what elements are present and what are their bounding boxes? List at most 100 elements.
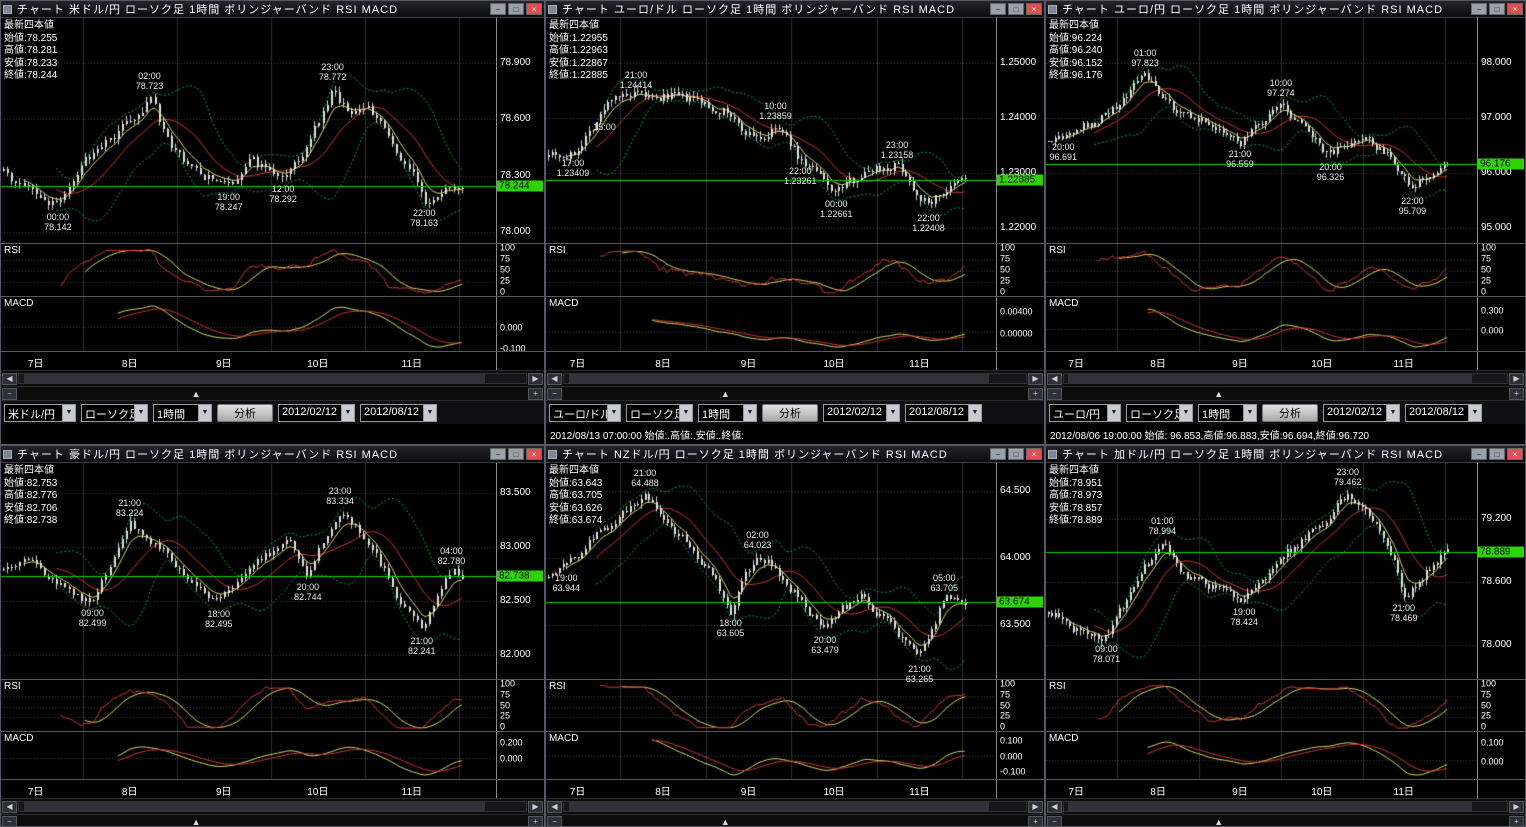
scrollbar-thumb[interactable] (1068, 802, 1472, 811)
zoom-in-button[interactable]: + (528, 387, 543, 400)
timeframe-select[interactable]: 1時間 ▼ (1198, 403, 1257, 422)
date-to-select[interactable]: 2012/08/12 ▼ (360, 403, 437, 422)
zoom-track[interactable]: ▲ (1063, 816, 1508, 827)
scrollbar-track[interactable] (1063, 373, 1508, 384)
zoom-out-button[interactable]: − (547, 387, 562, 400)
macd-canvas[interactable] (1046, 297, 1477, 351)
rsi-canvas[interactable] (1046, 680, 1477, 731)
scroll-right-button[interactable]: ▶ (1509, 800, 1524, 813)
maximize-button[interactable]: □ (508, 448, 524, 460)
analyze-button[interactable]: 分析 (217, 403, 273, 422)
zoom-track[interactable]: ▲ (563, 816, 1027, 827)
date-from-select[interactable]: 2012/02/12 ▼ (1323, 403, 1400, 422)
price-chart-canvas[interactable] (546, 18, 996, 243)
maximize-button[interactable]: □ (508, 3, 524, 15)
window-titlebar[interactable]: チャート 加ドル/円 ローソク足 1時間 ボリンジャーバンド RSI MACD … (1046, 446, 1525, 463)
zoom-out-button[interactable]: − (2, 387, 17, 400)
close-button[interactable]: × (526, 448, 542, 460)
maximize-button[interactable]: □ (1008, 448, 1024, 460)
zoom-in-button[interactable]: + (1028, 815, 1043, 826)
zoom-in-button[interactable]: + (1028, 387, 1043, 400)
price-chart-canvas[interactable] (546, 463, 996, 679)
maximize-button[interactable]: □ (1489, 3, 1505, 15)
zoom-out-button[interactable]: − (1047, 815, 1062, 826)
zoom-thumb[interactable]: ▲ (191, 816, 201, 827)
macd-canvas[interactable] (546, 297, 996, 351)
date-from-select[interactable]: 2012/02/12 ▼ (278, 403, 355, 422)
scrollbar-track[interactable] (18, 373, 527, 384)
close-button[interactable]: × (526, 3, 542, 15)
zoom-track[interactable]: ▲ (1063, 388, 1508, 400)
price-chart-canvas[interactable] (1046, 463, 1477, 679)
zoom-out-button[interactable]: − (547, 815, 562, 826)
zoom-in-button[interactable]: + (1509, 815, 1524, 826)
chart-type-select[interactable]: ローソク足 ▼ (1126, 403, 1193, 422)
zoom-thumb[interactable]: ▲ (720, 388, 730, 399)
scroll-left-button[interactable]: ◀ (547, 372, 562, 385)
pair-select[interactable]: ユーロ/ドル ▼ (549, 403, 621, 422)
window-titlebar[interactable]: チャート ユーロ/円 ローソク足 1時間 ボリンジャーバンド RSI MACD … (1046, 1, 1525, 18)
scroll-left-button[interactable]: ◀ (2, 800, 17, 813)
scrollbar-thumb[interactable] (1068, 374, 1472, 383)
rsi-canvas[interactable] (546, 244, 996, 296)
date-to-select[interactable]: 2012/08/12 ▼ (1405, 403, 1482, 422)
zoom-in-button[interactable]: + (1509, 387, 1524, 400)
zoom-out-button[interactable]: − (2, 815, 17, 826)
minimize-button[interactable]: − (990, 3, 1006, 15)
scrollbar-thumb[interactable] (24, 374, 486, 383)
scroll-right-button[interactable]: ▶ (528, 800, 543, 813)
zoom-track[interactable]: ▲ (18, 816, 527, 827)
analyze-button[interactable]: 分析 (762, 403, 818, 422)
macd-canvas[interactable] (1046, 732, 1477, 779)
price-chart-canvas[interactable] (1, 18, 496, 243)
minimize-button[interactable]: − (490, 448, 506, 460)
close-button[interactable]: × (1507, 3, 1523, 15)
zoom-thumb[interactable]: ▲ (191, 388, 201, 399)
scrollbar-track[interactable] (563, 373, 1027, 384)
macd-canvas[interactable] (546, 732, 996, 779)
scroll-right-button[interactable]: ▶ (1509, 372, 1524, 385)
close-button[interactable]: × (1507, 448, 1523, 460)
close-button[interactable]: × (1026, 3, 1042, 15)
minimize-button[interactable]: − (990, 448, 1006, 460)
scrollbar-track[interactable] (1063, 801, 1508, 812)
date-from-select[interactable]: 2012/02/12 ▼ (823, 403, 900, 422)
scrollbar-track[interactable] (18, 801, 527, 812)
close-button[interactable]: × (1026, 448, 1042, 460)
chart-type-select[interactable]: ローソク足 ▼ (626, 403, 693, 422)
window-titlebar[interactable]: チャート 豪ドル/円 ローソク足 1時間 ボリンジャーバンド RSI MACD … (1, 446, 544, 463)
maximize-button[interactable]: □ (1489, 448, 1505, 460)
maximize-button[interactable]: □ (1008, 3, 1024, 15)
macd-canvas[interactable] (1, 732, 496, 779)
price-chart-canvas[interactable] (1, 463, 496, 679)
pair-select[interactable]: 米ドル/円 ▼ (4, 403, 76, 422)
rsi-canvas[interactable] (1, 680, 496, 731)
zoom-out-button[interactable]: − (1047, 387, 1062, 400)
pair-select[interactable]: ユーロ/円 ▼ (1049, 403, 1121, 422)
price-chart-canvas[interactable] (1046, 18, 1477, 243)
timeframe-select[interactable]: 1時間 ▼ (698, 403, 757, 422)
scroll-right-button[interactable]: ▶ (1028, 800, 1043, 813)
scroll-left-button[interactable]: ◀ (1047, 800, 1062, 813)
minimize-button[interactable]: − (1471, 3, 1487, 15)
chart-type-select[interactable]: ローソク足 ▼ (81, 403, 148, 422)
rsi-canvas[interactable] (1046, 244, 1477, 296)
scrollbar-thumb[interactable] (568, 374, 990, 383)
scroll-right-button[interactable]: ▶ (528, 372, 543, 385)
zoom-thumb[interactable]: ▲ (1214, 388, 1224, 399)
scrollbar-track[interactable] (563, 801, 1027, 812)
rsi-canvas[interactable] (1, 244, 496, 296)
window-titlebar[interactable]: チャート 米ドル/円 ローソク足 1時間 ボリンジャーバンド RSI MACD … (1, 1, 544, 18)
scrollbar-thumb[interactable] (24, 802, 486, 811)
macd-canvas[interactable] (1, 297, 496, 351)
scrollbar-thumb[interactable] (568, 802, 990, 811)
rsi-canvas[interactable] (546, 680, 996, 731)
zoom-in-button[interactable]: + (528, 815, 543, 826)
timeframe-select[interactable]: 1時間 ▼ (153, 403, 212, 422)
scroll-left-button[interactable]: ◀ (547, 800, 562, 813)
minimize-button[interactable]: − (1471, 448, 1487, 460)
window-titlebar[interactable]: チャート NZドル/円 ローソク足 1時間 ボリンジャーバンド RSI MACD… (546, 446, 1044, 463)
zoom-track[interactable]: ▲ (18, 388, 527, 400)
scroll-left-button[interactable]: ◀ (2, 372, 17, 385)
analyze-button[interactable]: 分析 (1262, 403, 1318, 422)
